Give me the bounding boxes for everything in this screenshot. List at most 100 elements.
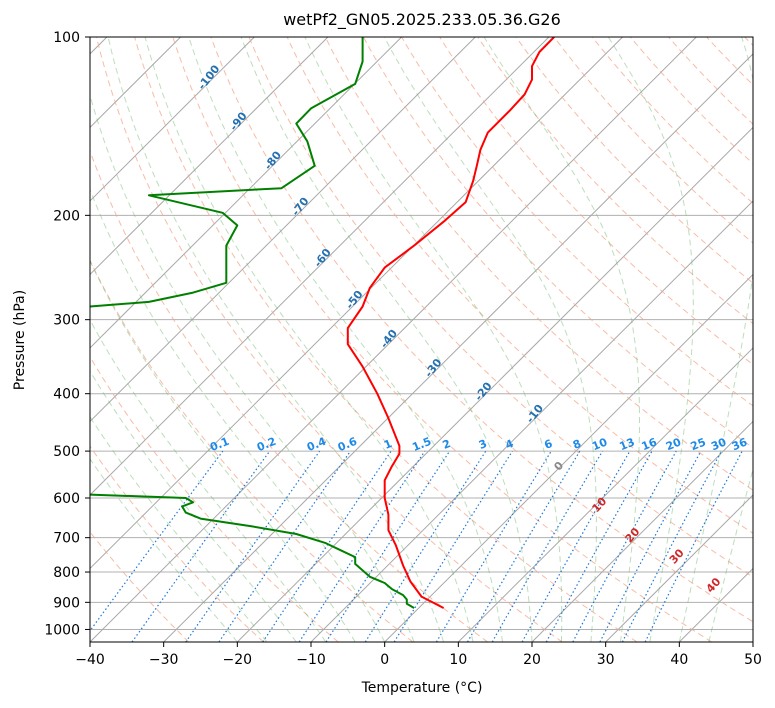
moist-adiabat xyxy=(678,37,753,642)
y-tick-label: 900 xyxy=(53,595,80,611)
mixing-ratio-label: 8 xyxy=(571,437,583,452)
dry-adiabat xyxy=(668,37,753,125)
mixing-ratio-label: 36 xyxy=(730,435,749,453)
isotherm xyxy=(90,37,550,496)
mixing-ratio-label: 6 xyxy=(542,437,554,452)
mixing-ratio-label: 1 xyxy=(382,437,394,452)
moist-adiabat xyxy=(304,37,563,642)
x-tick-label: −40 xyxy=(75,652,105,668)
moist-adiabat xyxy=(90,415,268,642)
chart-title: wetPf2_GN05.2025.233.05.36.G26 xyxy=(283,10,561,30)
moist-adiabat xyxy=(90,93,415,642)
isotherm-label: -80 xyxy=(262,148,285,172)
moist-adiabat xyxy=(90,318,327,642)
moist-adiabat xyxy=(90,370,297,642)
isotherm-label: -10 xyxy=(524,402,547,426)
moist-adiabat xyxy=(483,37,640,642)
isotherm-label: -100 xyxy=(195,62,222,92)
isotherm xyxy=(236,126,753,642)
mixing-ratio-label: 2 xyxy=(441,437,453,452)
dry-adiabat xyxy=(515,37,753,284)
x-tick-label: −20 xyxy=(223,652,253,668)
dry-adiabat xyxy=(591,37,753,204)
isotherm xyxy=(457,347,753,642)
y-tick-label: 200 xyxy=(53,208,80,224)
dry-adiabat xyxy=(90,531,190,642)
mixing-ratio-line xyxy=(466,450,581,642)
mixing-ratio-line xyxy=(218,450,351,642)
isotherm xyxy=(90,37,402,349)
y-tick-label: 400 xyxy=(53,387,80,403)
isotherm xyxy=(752,641,753,642)
dry-adiabat xyxy=(134,37,638,642)
moist-adiabat xyxy=(90,458,238,642)
dry-adiabat xyxy=(172,37,712,642)
moist-adiabat xyxy=(240,37,533,642)
dry-adiabat xyxy=(286,37,753,534)
isotherm xyxy=(384,273,753,642)
mixing-ratio-line xyxy=(644,450,743,642)
dry-adiabat xyxy=(90,445,264,642)
isotherm-label: -60 xyxy=(311,246,334,270)
dry-adiabat xyxy=(90,355,339,642)
moist-adiabat xyxy=(708,467,753,642)
y-tick-label: 300 xyxy=(53,313,80,329)
moist-adiabat-label: 0 xyxy=(551,459,566,474)
mixing-ratio-line xyxy=(262,450,392,642)
y-axis-label: Pressure (hPa) xyxy=(12,290,28,390)
x-tick-label: −30 xyxy=(149,652,179,668)
mixing-ratio-line xyxy=(131,450,271,642)
mixing-ratio-label: 30 xyxy=(709,435,728,453)
isotherm xyxy=(678,567,753,642)
mixing-ratio-label: 25 xyxy=(689,436,708,454)
isotherm xyxy=(163,53,753,642)
dry-adiabat xyxy=(90,149,488,642)
mixing-ratio-line xyxy=(572,450,677,642)
isotherm xyxy=(90,37,329,276)
isotherm xyxy=(90,37,623,570)
mixing-ratio-label: 16 xyxy=(640,435,659,453)
x-tick-label: 40 xyxy=(670,652,688,668)
moist-adiabat xyxy=(144,37,474,642)
isotherm-label: -30 xyxy=(422,356,445,380)
mixing-ratio-line xyxy=(364,450,487,642)
mixing-ratio-line xyxy=(545,450,653,642)
y-tick-label: 800 xyxy=(53,565,80,581)
x-tick-label: −10 xyxy=(296,652,326,668)
dewpoint-line xyxy=(90,493,415,609)
mixing-ratio-line xyxy=(90,450,224,632)
isotherm-label: -40 xyxy=(378,327,401,351)
temperature-line xyxy=(346,37,555,609)
dry-adiabat xyxy=(324,37,753,491)
background-lines xyxy=(90,37,753,642)
mixing-ratio-line xyxy=(298,450,426,642)
isotherm xyxy=(90,37,476,423)
dry-adiabat xyxy=(210,37,753,623)
x-tick-label: 30 xyxy=(597,652,615,668)
x-tick-label: 10 xyxy=(449,652,467,668)
dry-adiabat xyxy=(744,37,753,47)
dry-adiabat xyxy=(96,37,563,642)
isotherm-label: -90 xyxy=(227,109,250,133)
x-tick-label: 0 xyxy=(380,652,389,668)
plot-frame xyxy=(89,36,754,643)
mixing-ratio-label: 13 xyxy=(618,436,637,454)
y-tick-label: 500 xyxy=(53,444,80,460)
x-tick-label: 50 xyxy=(744,652,762,668)
moist-adiabat xyxy=(383,37,597,642)
dry-adiabat xyxy=(90,259,414,642)
sounding-lines xyxy=(90,37,555,609)
mixing-ratio-label: 20 xyxy=(664,435,683,453)
x-tick-label: 20 xyxy=(523,652,541,668)
dewpoint-upper-line xyxy=(90,37,364,308)
isotherm xyxy=(531,420,753,642)
moist-adiabat xyxy=(90,259,356,642)
mixing-ratio-line xyxy=(393,450,513,642)
isotherm xyxy=(90,37,697,642)
moist-adiabat xyxy=(188,37,503,642)
axes: −40 −30 −20 −10 0 10 20 30 40 5010020030040050060… xyxy=(44,30,762,668)
x-axis-label: Temperature (°C) xyxy=(361,680,483,696)
y-tick-label: 1000 xyxy=(44,622,80,638)
y-tick-label: 600 xyxy=(53,491,80,507)
